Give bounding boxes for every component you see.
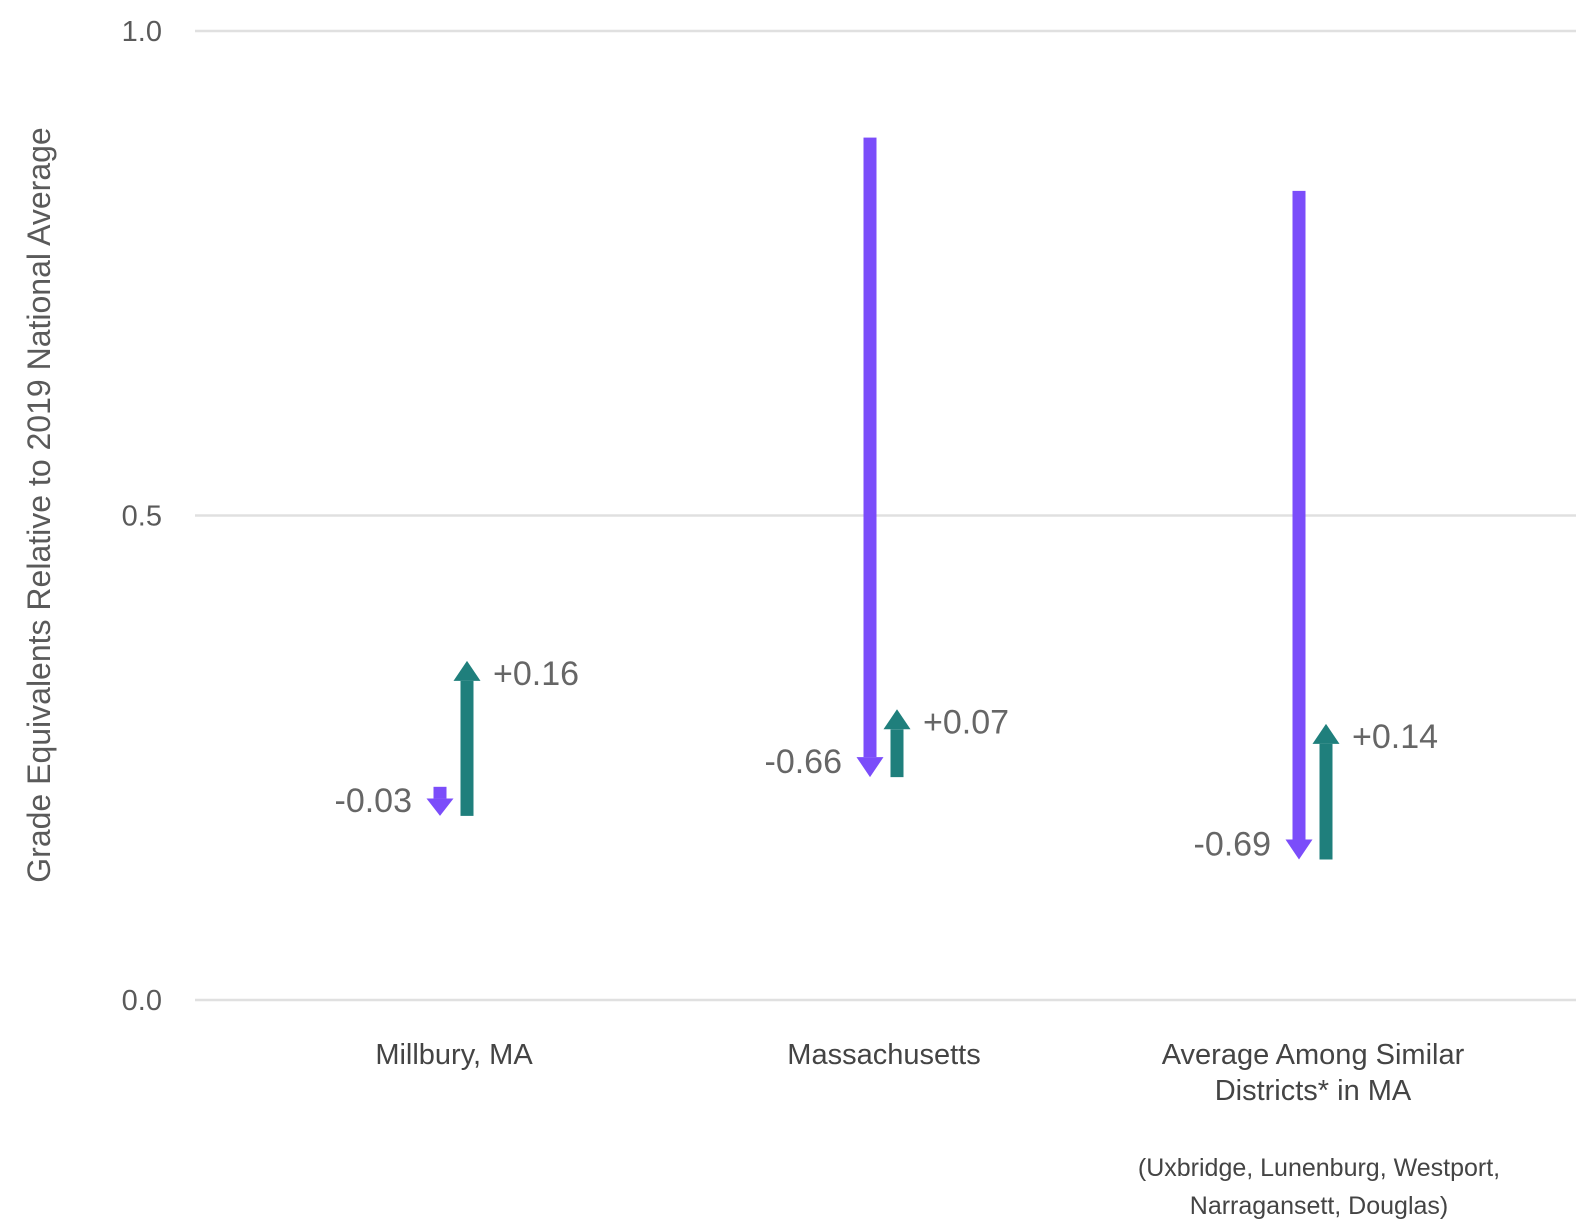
category-label: Massachusetts <box>787 1039 980 1071</box>
increase-arrow <box>453 660 481 816</box>
category-label: Millbury, MA <box>375 1039 533 1071</box>
decrease-arrow-head <box>1285 839 1313 860</box>
category-label: Average Among Similar <box>1162 1039 1465 1071</box>
decrease-arrow <box>1285 190 1313 860</box>
decrease-value-label: -0.66 <box>765 743 843 781</box>
y-axis-label: Grade Equivalents Relative to 2019 Natio… <box>21 127 57 882</box>
category-note: Narragansett, Douglas) <box>1190 1192 1448 1220</box>
decrease-value-label: -0.69 <box>1194 825 1272 863</box>
y-tick-label: 0.0 <box>122 985 162 1017</box>
increase-arrow-head <box>883 709 911 730</box>
increase-value-label: +0.07 <box>923 703 1009 741</box>
increase-arrow <box>883 709 911 778</box>
arrows: -0.03 +0.16 -0.66 +0.07 -0.69 +0.14 <box>335 137 1438 863</box>
decrease-value-label: -0.03 <box>335 782 413 820</box>
decrease-arrow-shaft <box>863 137 877 758</box>
category-labels: Millbury, MA Massachusetts Average Among S… <box>375 1039 1500 1220</box>
category-note: (Uxbridge, Lunenburg, Westport, <box>1138 1154 1500 1182</box>
increase-value-label: +0.16 <box>493 655 579 693</box>
decrease-arrow-shaft <box>433 786 447 799</box>
increase-arrow-shaft <box>460 680 474 816</box>
increase-arrow <box>1312 723 1340 860</box>
decrease-arrow-head <box>426 798 454 816</box>
decrease-arrow <box>856 137 884 778</box>
decrease-arrow <box>426 786 454 816</box>
y-tick-label: 1.0 <box>122 16 162 48</box>
increase-value-label: +0.14 <box>1352 718 1438 756</box>
category-label: Districts* in MA <box>1215 1075 1412 1107</box>
y-tick-label: 0.5 <box>122 501 162 533</box>
decrease-arrow-head <box>856 757 884 778</box>
increase-arrow-head <box>453 660 481 681</box>
y-tick-labels: 0.0 0.5 1.0 <box>122 16 162 1017</box>
decrease-arrow-shaft <box>1292 190 1306 840</box>
increase-arrow-head <box>1312 723 1340 744</box>
increase-arrow-shaft <box>890 729 904 778</box>
increase-arrow-shaft <box>1319 743 1333 860</box>
gridlines <box>195 29 1576 1002</box>
